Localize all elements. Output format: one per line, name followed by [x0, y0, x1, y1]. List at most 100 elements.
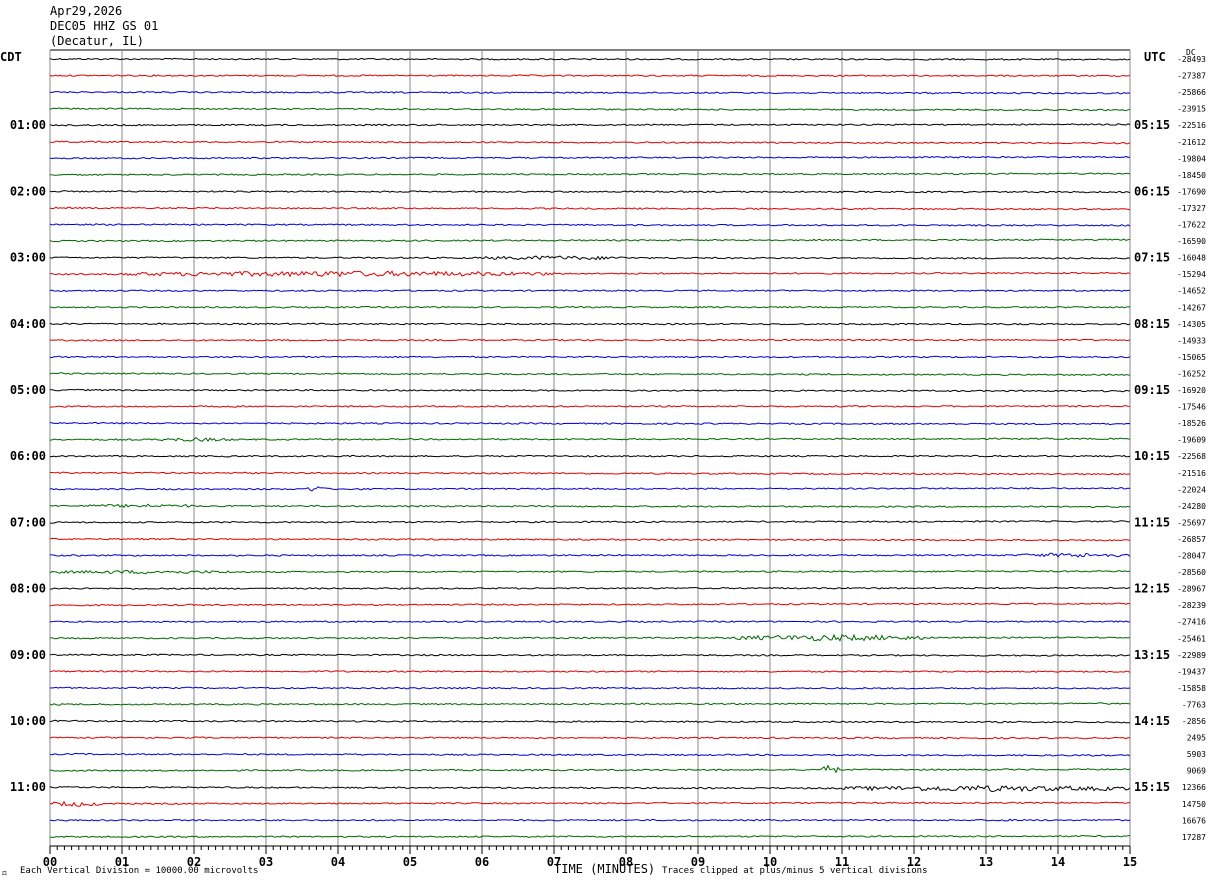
seismic-traces — [49, 57, 1131, 839]
row-offset-label: -28967 — [1177, 585, 1206, 594]
plot-date: Apr29,2026 — [50, 4, 123, 18]
right-hour-label: 05:15 — [1134, 118, 1170, 132]
row-offset-label: -16048 — [1177, 254, 1206, 263]
row-offset-label: -14267 — [1177, 303, 1206, 312]
row-offset-label: 5903 — [1187, 750, 1206, 759]
row-offset-label: -27387 — [1177, 72, 1206, 81]
row-offset-label: -21612 — [1177, 138, 1206, 147]
right-hour-label: 13:15 — [1134, 648, 1170, 662]
dc-label: DC — [1186, 48, 1196, 57]
x-tick-label: 12 — [907, 855, 921, 869]
trace-row-12 — [49, 255, 1131, 261]
row-offset-label: 14750 — [1182, 800, 1206, 809]
row-offset-label: -26857 — [1177, 535, 1206, 544]
right-hour-label: 07:15 — [1134, 251, 1170, 265]
row-offset-label: -19609 — [1177, 436, 1206, 445]
trace-row-42 — [49, 752, 1131, 757]
row-offset-label: -14933 — [1177, 336, 1206, 345]
trace-row-43 — [49, 764, 1131, 774]
trace-row-30 — [50, 552, 1131, 558]
left-hour-label: 10:00 — [10, 714, 46, 728]
row-offset-label: -19804 — [1177, 154, 1206, 163]
x-tick-label: 07 — [547, 855, 561, 869]
row-offset-label: -17546 — [1177, 403, 1206, 412]
row-offset-label: -15858 — [1177, 684, 1206, 693]
left-hour-label: 11:00 — [10, 780, 46, 794]
right-hour-label: 15:15 — [1134, 780, 1170, 794]
corner-mark: ⚖ — [2, 868, 7, 877]
trace-row-20 — [49, 388, 1131, 393]
x-axis-label: TIME (MINUTES) — [554, 862, 656, 876]
trace-row-35 — [49, 633, 1131, 642]
row-offset-label: -15065 — [1177, 353, 1206, 362]
right-hour-label: 09:15 — [1134, 383, 1170, 397]
x-tick-label: 00 — [43, 855, 57, 869]
right-hour-label: 12:15 — [1134, 582, 1170, 596]
right-hour-label: 06:15 — [1134, 184, 1170, 198]
trace-row-15 — [49, 305, 1131, 309]
trace-row-10 — [49, 223, 1131, 227]
row-offset-label: 9069 — [1187, 767, 1206, 776]
trace-row-26 — [49, 486, 1131, 492]
vertical-division-note: Each Vertical Division = 10000.00 microv… — [20, 866, 259, 876]
trace-row-21 — [49, 404, 1131, 408]
trace-row-44 — [49, 784, 1131, 793]
x-tick-label: 08 — [619, 855, 633, 869]
x-tick-label: 09 — [691, 855, 705, 869]
right-timezone: UTC — [1144, 50, 1166, 64]
left-hour-label: 07:00 — [10, 515, 46, 529]
row-offset-label: -14652 — [1177, 287, 1206, 296]
row-offset-label: -25461 — [1177, 634, 1206, 643]
row-offset-label: -16920 — [1177, 386, 1206, 395]
right-hour-label: 08:15 — [1134, 317, 1170, 331]
row-offset-label: -22024 — [1177, 485, 1206, 494]
x-tick-label: 13 — [979, 855, 993, 869]
left-hour-label: 04:00 — [10, 317, 46, 331]
x-tick-label: 01 — [115, 855, 129, 869]
minute-gridlines — [49, 49, 1131, 854]
trace-row-17 — [49, 338, 1131, 342]
x-tick-label: 04 — [331, 855, 345, 869]
axis-labels: 00 01 02 03 04 05 06 07 08 09 10 11 12 13 14 15 01:00 02:… — [10, 55, 1206, 869]
trace-row-0 — [49, 57, 1131, 61]
x-tick-label: 06 — [475, 855, 489, 869]
trace-row-14 — [49, 289, 1130, 292]
trace-row-2 — [49, 90, 1131, 95]
station-location: (Decatur, IL) — [50, 34, 144, 48]
trace-row-8 — [49, 190, 1131, 194]
row-offset-label: -22568 — [1177, 452, 1206, 461]
row-offset-label: -28493 — [1177, 55, 1206, 64]
left-hour-label: 09:00 — [10, 648, 46, 662]
x-tick-label: 10 — [763, 855, 777, 869]
row-offset-label: -27416 — [1177, 618, 1206, 627]
row-offset-label: -15294 — [1177, 270, 1206, 279]
trace-row-28 — [50, 520, 1131, 524]
row-offset-label: -19437 — [1177, 667, 1206, 676]
row-offset-label: -28560 — [1177, 568, 1206, 577]
trace-row-5 — [49, 140, 1131, 145]
left-hour-label: 08:00 — [10, 582, 46, 596]
trace-row-1 — [49, 74, 1131, 77]
trace-row-6 — [49, 155, 1131, 160]
row-offset-label: -23915 — [1177, 105, 1206, 114]
trace-row-34 — [49, 620, 1131, 623]
trace-row-38 — [49, 686, 1131, 690]
right-hour-label: 14:15 — [1134, 714, 1170, 728]
row-offset-label: -17690 — [1177, 187, 1206, 196]
row-offset-label: 16676 — [1182, 816, 1206, 825]
x-tick-label: 03 — [259, 855, 273, 869]
x-tick-label: 11 — [835, 855, 849, 869]
row-offset-label: -2856 — [1182, 717, 1206, 726]
row-offset-label: -22516 — [1177, 121, 1206, 130]
left-timezone: CDT — [0, 50, 22, 64]
row-offset-label: -17622 — [1177, 221, 1206, 230]
x-tick-label: 02 — [187, 855, 201, 869]
row-offset-label: -24280 — [1177, 502, 1206, 511]
trace-row-19 — [49, 372, 1131, 377]
row-offset-label: -16590 — [1177, 237, 1206, 246]
row-offset-label: -17327 — [1177, 204, 1206, 213]
x-tick-label: 15 — [1123, 855, 1137, 869]
trace-row-16 — [49, 322, 1131, 326]
trace-row-45 — [49, 800, 1130, 807]
clip-note: Traces clipped at plus/minus 5 vertical … — [662, 866, 928, 876]
